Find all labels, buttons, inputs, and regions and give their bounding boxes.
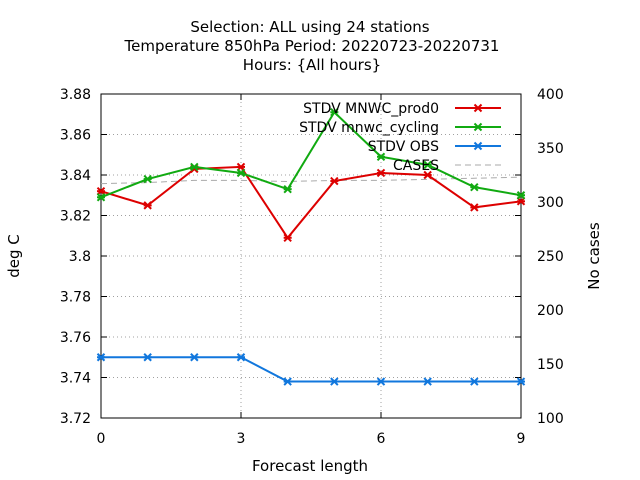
legend: STDV MNWC_prod0 STDV mnwc_cycling STDV OBS… [299,101,501,174]
y2-axis-label: No cases [585,222,603,290]
grid [101,94,521,418]
series-stdv-obs [96,353,526,386]
y2-tick-label: 200 [537,303,564,319]
y-tick-label: 3.72 [60,411,91,427]
series-cases [100,176,522,185]
y2-tick-label: 250 [537,249,564,265]
series-group [96,108,526,386]
axes [100,93,522,419]
title-line-2: Temperature 850hPa Period: 20220723-2022… [124,37,500,55]
y-tick-label: 3.76 [60,330,91,346]
title-line-3: Hours: {All hours} [243,56,381,74]
series-line [100,110,522,199]
y-tick-label: 3.86 [60,128,91,144]
y2-tick-label: 400 [537,87,564,103]
y2-tick-label: 100 [537,411,564,427]
y-tick-label: 3.84 [60,168,91,184]
x-tick-label: 9 [517,431,526,447]
y2-tick-label: 150 [537,357,564,373]
y2-tick-label: 300 [537,195,564,211]
series-line [100,165,522,240]
x-axis-label: Forecast length [252,457,368,475]
y-tick-label: 3.82 [60,209,91,225]
legend-label: STDV OBS [368,139,439,155]
x-tick-label: 3 [237,431,246,447]
legend-label: CASES [393,158,439,174]
chart-title: Selection: ALL using 24 stations Tempera… [124,18,500,74]
series-line [100,176,522,185]
y-axis-label: deg C [5,234,23,278]
x-tick-label: 6 [377,431,386,447]
series-line [101,356,521,383]
y2-tick-label: 350 [537,141,564,157]
y-tick-label: 3.74 [60,371,91,387]
legend-label: STDV mnwc_cycling [299,120,439,136]
y-tick-label: 3.8 [69,249,91,265]
y-tick-label: 3.78 [60,290,91,306]
legend-label: STDV MNWC_prod0 [303,101,439,117]
x-tick-label: 0 [97,431,106,447]
title-line-1: Selection: ALL using 24 stations [190,18,429,36]
y-tick-label: 3.88 [60,87,91,103]
tick-labels: 3.72 3.74 3.76 3.78 3.8 3.82 3.84 3.86 3.88 100 15… [60,87,564,447]
series-stdv-mnwc-cycling [96,108,526,202]
